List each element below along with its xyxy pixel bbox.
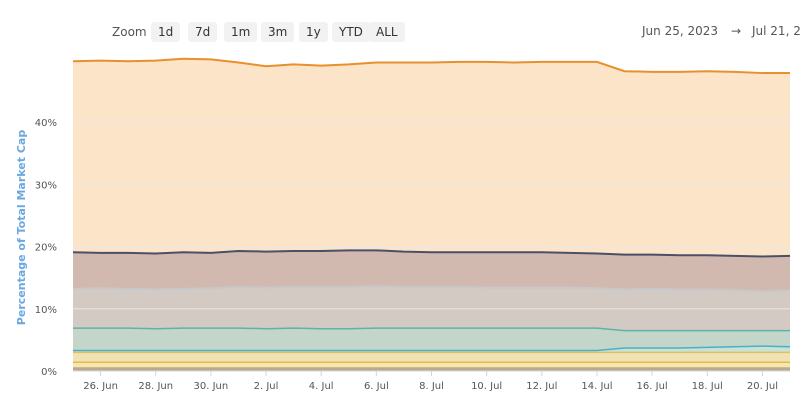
x-tick-label: 26. Jun xyxy=(83,381,118,392)
zoom-button-all[interactable]: ALL xyxy=(369,22,405,42)
zoom-button-7d[interactable]: 7d xyxy=(188,22,218,42)
x-tick-label: 18. Jul xyxy=(692,381,723,392)
x-tick-label: 2. Jul xyxy=(254,381,279,392)
zoom-button-1y[interactable]: 1y xyxy=(299,22,328,42)
x-tick-label: 12. Jul xyxy=(526,381,557,392)
zoom-button-1d[interactable]: 1d xyxy=(151,22,181,42)
series-line-3 xyxy=(73,327,790,332)
x-tick-label: 8. Jul xyxy=(419,381,444,392)
base-strip xyxy=(73,367,790,371)
date-to-input[interactable]: Jul 21, 2 xyxy=(752,24,800,38)
range-toolbar: Zoom 1d 7d 1m 3m 1y YTD ALL Jun 25, 2023… xyxy=(0,0,800,60)
x-tick-label: 20. Jul xyxy=(747,381,778,392)
date-from-input[interactable]: Jun 25, 2023 xyxy=(642,24,719,38)
y-tick-label: 30% xyxy=(35,180,57,191)
x-tick-label: 30. Jun xyxy=(194,381,229,392)
series-line-2 xyxy=(73,345,791,352)
y-axis-title: Percentage of Total Market Cap xyxy=(15,130,28,326)
series-area-6 xyxy=(73,58,790,257)
y-tick-label: 0% xyxy=(41,367,57,378)
x-tick-label: 4. Jul xyxy=(309,381,334,392)
zoom-button-1m[interactable]: 1m xyxy=(224,22,258,42)
zoom-button-3m[interactable]: 3m xyxy=(261,22,295,42)
x-tick-label: 14. Jul xyxy=(581,381,612,392)
zoom-button-ytd[interactable]: YTD xyxy=(332,22,370,42)
y-tick-label: 40% xyxy=(35,118,57,129)
series-area-3 xyxy=(73,328,790,351)
date-arrow: → xyxy=(731,24,742,38)
y-tick-label: 10% xyxy=(35,305,57,316)
series-line-6 xyxy=(72,57,790,75)
zoom-label: Zoom xyxy=(112,25,147,39)
series-area-5 xyxy=(73,250,790,292)
x-tick-label: 10. Jul xyxy=(471,381,502,392)
x-tick-label: 28. Jun xyxy=(138,381,173,392)
series-line-5 xyxy=(72,249,791,258)
series-area-1 xyxy=(73,352,790,363)
x-tick-label: 16. Jul xyxy=(637,381,668,392)
x-tick-label: 6. Jul xyxy=(364,381,389,392)
series-line-4 xyxy=(72,285,791,293)
y-tick-label: 20% xyxy=(35,243,57,254)
